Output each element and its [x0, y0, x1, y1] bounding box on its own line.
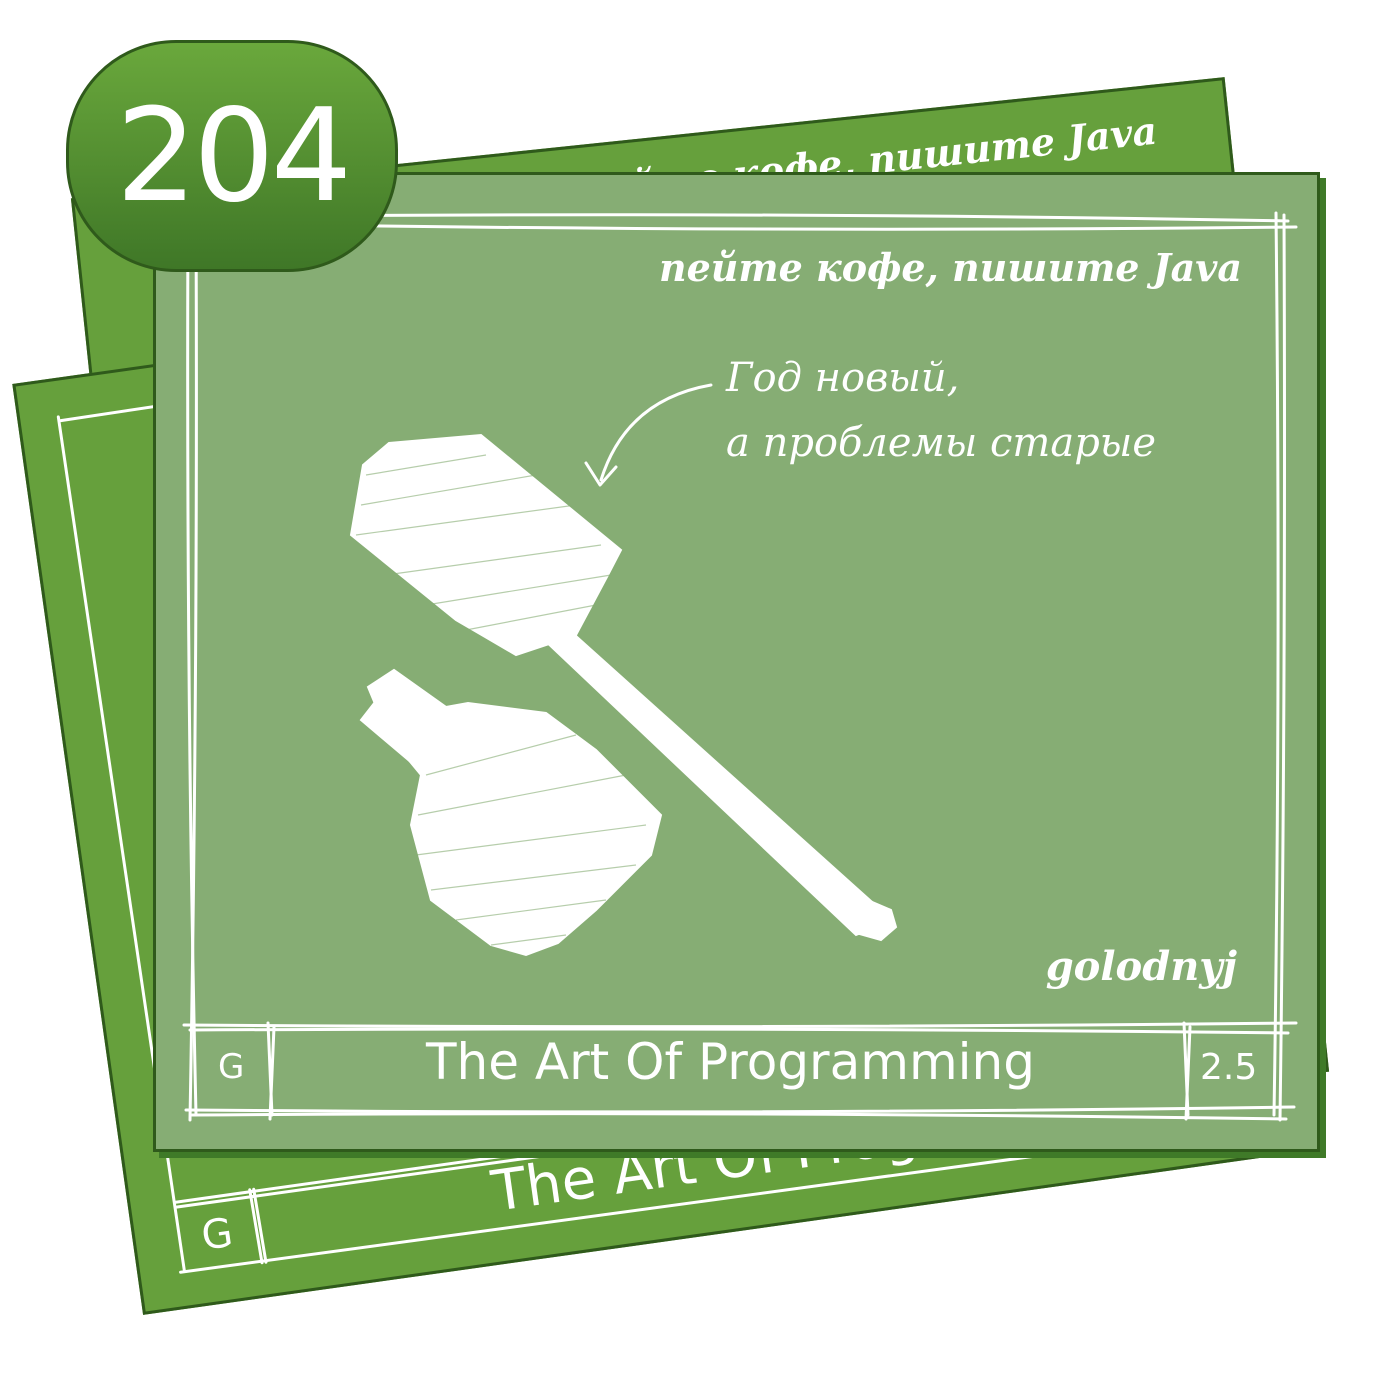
middle-card-corner-letter: G	[198, 1209, 236, 1260]
front-card: пейте кофе, пишите Java Год новый, а про…	[153, 172, 1320, 1152]
issue-number: 204	[115, 81, 352, 231]
chalk-bottle	[359, 668, 663, 957]
front-card-title: The Art Of Programming	[426, 1033, 1035, 1091]
author-signature: golodnyj	[1045, 943, 1237, 990]
issue-number-badge: 204	[66, 40, 398, 272]
caption-line-2: а проблемы старые	[726, 420, 1157, 466]
chalk-lid	[349, 433, 898, 942]
version-number: 2.5	[1200, 1047, 1258, 1088]
front-card-tagline: пейте кофе, пишите Java	[658, 245, 1242, 290]
front-card-corner-letter: G	[218, 1047, 245, 1087]
caption-line-1: Год новый,	[726, 355, 960, 401]
front-card-chalk-frame	[176, 209, 1298, 1122]
